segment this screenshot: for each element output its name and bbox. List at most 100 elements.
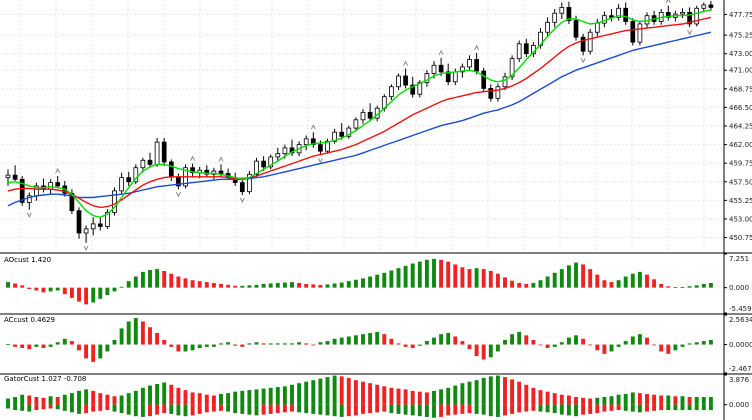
accust-bar [538, 344, 543, 346]
fractal-up-icon [190, 155, 196, 161]
aocust-bar [325, 284, 330, 288]
aocust-bar [446, 261, 451, 288]
gatorcust-lower-bar [148, 404, 152, 417]
price-tick-label: 477.75 [729, 11, 752, 19]
gatorcust-lower-bar [55, 404, 60, 410]
candle [545, 17, 550, 37]
accust-bar [701, 341, 706, 345]
gatorcust-lower-bar [226, 404, 231, 412]
gatorcust-lower-bar [680, 404, 685, 411]
candle-body [119, 177, 124, 192]
gatorcust-lower-bar [694, 404, 699, 411]
candle-body [105, 211, 110, 227]
aocust-bar [353, 279, 358, 288]
candle [69, 189, 75, 214]
accust-bar [552, 344, 557, 347]
gatorcust-lower-bar [297, 404, 302, 413]
candle-body [190, 167, 195, 174]
candle [261, 156, 266, 172]
candle-body [495, 86, 501, 99]
aocust-tick-label: 7.251 [729, 255, 749, 263]
gatorcust-lower-bar [304, 404, 309, 414]
gatorcust-tick-label: 3.876 [729, 376, 750, 384]
aocust-bar [559, 269, 564, 288]
gatorcust-lower-bar [183, 404, 188, 417]
candle [623, 2, 629, 25]
aocust-bar [282, 282, 287, 288]
gatorcust-upper-bar [275, 387, 280, 405]
gatorcust-upper-bar [503, 377, 507, 405]
gatorcust-upper-bar [211, 395, 216, 405]
price-pane[interactable] [5, 0, 714, 252]
gatorcust-lower-bar [446, 404, 451, 416]
aocust-bar [609, 282, 614, 288]
accust-bar [510, 334, 515, 345]
price-tick-label: 453.00 [729, 215, 752, 223]
candle-body [474, 59, 479, 72]
candle [275, 147, 281, 162]
gatorcust-upper-bar [701, 397, 706, 405]
candle-body [431, 64, 437, 74]
candle [566, 1, 572, 24]
candle-body [161, 141, 167, 163]
gatorcust-lower-bar [6, 404, 10, 409]
accust-bar [297, 342, 302, 345]
gatorcust-upper-bar [254, 389, 259, 405]
gatorcust-upper-bar [467, 381, 472, 405]
accust-bar [616, 344, 621, 347]
price-axis: 477.75 475.25 473.00 471.00 468.75 466.50 464.… [724, 11, 752, 242]
candle-body [573, 20, 579, 38]
candle [119, 172, 124, 195]
accust-bar [98, 344, 103, 359]
gatorcust-upper-bar [69, 393, 74, 405]
aocust-bar [133, 276, 138, 288]
aocust-bar [162, 270, 167, 288]
gatorcust-upper-bar [233, 391, 238, 405]
gatorcust-lower-bar [318, 404, 323, 415]
gatorcust-lower-bar [332, 404, 337, 417]
candle [90, 217, 96, 236]
gatorcust-upper-bar [396, 388, 401, 405]
candle-body [602, 15, 607, 24]
candle-body [687, 11, 692, 25]
candle [204, 165, 210, 178]
accust-bar [41, 344, 46, 349]
aocust-bar [233, 285, 238, 288]
aocust-bar [176, 276, 181, 288]
aocust-bar [126, 281, 131, 288]
gatorcust-upper-bar [290, 384, 294, 405]
gatorcust-upper-bar [197, 393, 202, 405]
gatorcust-lower-bar [105, 404, 110, 411]
accust-bar [77, 344, 81, 351]
candle-body [559, 7, 565, 14]
gatorcust-upper-bar [176, 387, 181, 405]
aocust-bar [403, 265, 408, 288]
gatorcust-lower-bar [176, 404, 181, 416]
aocust-bar [119, 286, 124, 288]
candle-body [83, 228, 89, 234]
candle [105, 209, 110, 229]
accust-bar [346, 336, 351, 345]
aocust-bar [332, 283, 337, 288]
candle-body [701, 4, 707, 9]
gatorcust-upper-bar [332, 375, 337, 405]
candle-body [239, 182, 245, 193]
candle-body [488, 88, 494, 99]
candle-body [438, 64, 444, 73]
candle-body [126, 177, 132, 183]
candle [353, 117, 359, 132]
gatorcust-lower-bar [62, 404, 67, 411]
gatorcust-lower-bar [666, 404, 671, 411]
aocust-bar [361, 278, 365, 288]
aocust-bar [240, 285, 245, 288]
accust-bar [119, 328, 124, 345]
accust-bar [339, 337, 344, 345]
accust-bar [602, 344, 607, 354]
aocust-pane[interactable]: AOcust 1.420 [4, 256, 713, 305]
gatorcust-upper-bar [304, 381, 309, 405]
accust-bar [488, 344, 493, 358]
accust-pane[interactable]: ACcust 0.4629 [4, 316, 713, 362]
accust-bar [268, 343, 273, 345]
aocust-bar [339, 282, 344, 288]
gatorcust-pane[interactable]: GatorCust 1.027 -0.708 [4, 375, 713, 418]
